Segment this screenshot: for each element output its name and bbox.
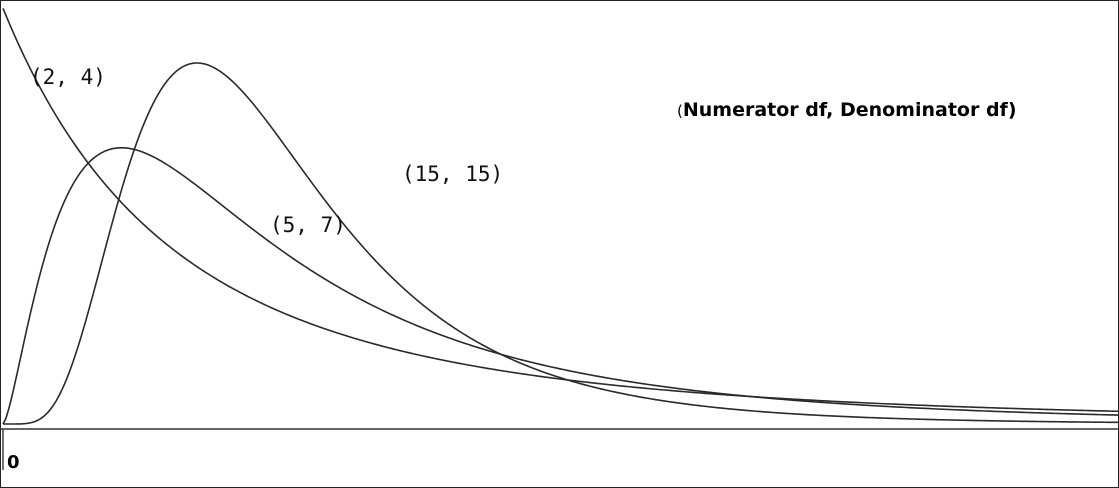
curve-label-5-7: (5, 7): [270, 213, 346, 237]
curve-2-4: [2, 8, 1119, 413]
x-tick-label-0: 0: [7, 452, 20, 473]
legend-open-paren: (: [677, 102, 683, 120]
curve-15-15: [3, 62, 1119, 425]
legend-text: Numerator df, Denominator df): [683, 99, 1017, 121]
curve-5-7: [2, 146, 1119, 425]
curve-label-2-4: (2, 4): [30, 65, 106, 89]
legend-title: (Numerator df, Denominator df): [677, 99, 1017, 121]
curve-label-15-15: (15, 15): [402, 162, 503, 186]
curve-group: [2, 8, 1119, 425]
